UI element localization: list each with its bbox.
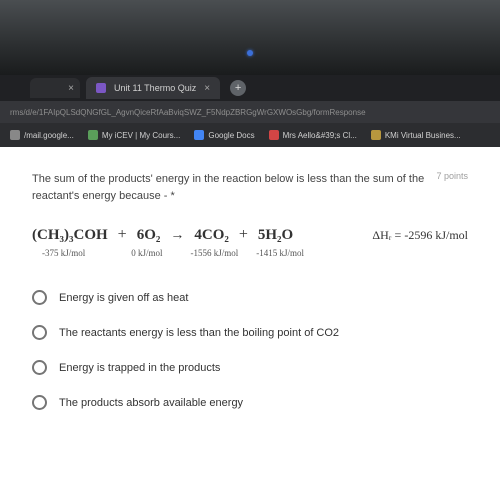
bookmarks-bar: /mail.google... My iCEV | My Cours... Go…: [0, 123, 500, 147]
question-text: The sum of the products' energy in the r…: [32, 171, 428, 204]
tab-bar: × Unit 11 Thermo Quiz × +: [0, 75, 500, 101]
bookmark-icev[interactable]: My iCEV | My Cours...: [88, 130, 181, 140]
option-a[interactable]: Energy is given off as heat: [32, 280, 468, 315]
docs-icon: [194, 130, 204, 140]
option-label: The reactants energy is less than the bo…: [59, 327, 339, 339]
bookmark-label: My iCEV | My Cours...: [102, 131, 181, 140]
options-list: Energy is given off as heat The reactant…: [32, 280, 468, 420]
question-row: The sum of the products' energy in the r…: [32, 171, 468, 204]
arrow-icon: →: [170, 228, 184, 244]
form-content: The sum of the products' energy in the r…: [0, 147, 500, 500]
energies-row: -375 kJ/mol 0 kJ/mol -1556 kJ/mol -1415 …: [32, 248, 468, 258]
option-label: Energy is trapped in the products: [59, 362, 220, 374]
camera-led: [247, 50, 253, 56]
option-d[interactable]: The products absorb available energy: [32, 385, 468, 420]
energy-p2: -1415 kJ/mol: [256, 248, 304, 258]
energy-p1: -1556 kJ/mol: [191, 248, 239, 258]
close-icon[interactable]: ×: [68, 83, 74, 94]
delta-h: ΔHᵣ = -2596 kJ/mol: [372, 228, 468, 243]
new-tab-button[interactable]: +: [230, 80, 246, 96]
tab-active[interactable]: Unit 11 Thermo Quiz ×: [86, 77, 220, 99]
points-label: 7 points: [436, 171, 468, 204]
site-icon: [269, 130, 279, 140]
option-b[interactable]: The reactants energy is less than the bo…: [32, 315, 468, 350]
bookmark-label: Mrs Aello&#39;s Cl...: [283, 131, 357, 140]
mail-icon: [10, 130, 20, 140]
browser-screen: × Unit 11 Thermo Quiz × + rms/d/e/1FAIpQ…: [0, 75, 500, 500]
forms-icon: [96, 83, 106, 93]
site-icon: [371, 130, 381, 140]
radio-icon[interactable]: [32, 290, 47, 305]
energy-r2: 0 kJ/mol: [131, 248, 162, 258]
bookmark-mail[interactable]: /mail.google...: [10, 130, 74, 140]
option-label: The products absorb available energy: [59, 397, 243, 409]
tab-inactive[interactable]: ×: [30, 78, 80, 98]
laptop-frame: [0, 0, 500, 75]
option-c[interactable]: Energy is trapped in the products: [32, 350, 468, 385]
option-label: Energy is given off as heat: [59, 292, 188, 304]
bookmark-label: Google Docs: [208, 131, 254, 140]
radio-icon[interactable]: [32, 325, 47, 340]
bookmark-kmi[interactable]: KMi Virtual Busines...: [371, 130, 461, 140]
product-2: 5H₂O: [258, 227, 293, 244]
icev-icon: [88, 130, 98, 140]
plus-icon: +: [235, 82, 241, 94]
product-1: 4CO₂: [194, 227, 229, 244]
radio-icon[interactable]: [32, 395, 47, 410]
bookmark-label: KMi Virtual Busines...: [385, 131, 461, 140]
close-icon[interactable]: ×: [204, 83, 210, 94]
tab-title: Unit 11 Thermo Quiz: [114, 83, 196, 93]
reactant-1: (CH₃)₃COH: [32, 227, 108, 244]
radio-icon[interactable]: [32, 360, 47, 375]
bookmark-label: /mail.google...: [24, 131, 74, 140]
bookmark-docs[interactable]: Google Docs: [194, 130, 254, 140]
reactant-2: 6O₂: [137, 227, 161, 244]
bookmark-aello[interactable]: Mrs Aello&#39;s Cl...: [269, 130, 357, 140]
plus-sign: +: [239, 226, 248, 244]
url-text: rms/d/e/1FAIpQLSdQNGfGL_AgvnQiceRfAaBviq…: [10, 108, 366, 117]
address-bar[interactable]: rms/d/e/1FAIpQLSdQNGfGL_AgvnQiceRfAaBviq…: [0, 101, 500, 123]
plus-sign: +: [118, 226, 127, 244]
reaction-equation: (CH₃)₃COH + 6O₂ → 4CO₂ + 5H₂O ΔHᵣ = -259…: [32, 226, 468, 244]
energy-r1: -375 kJ/mol: [42, 248, 85, 258]
